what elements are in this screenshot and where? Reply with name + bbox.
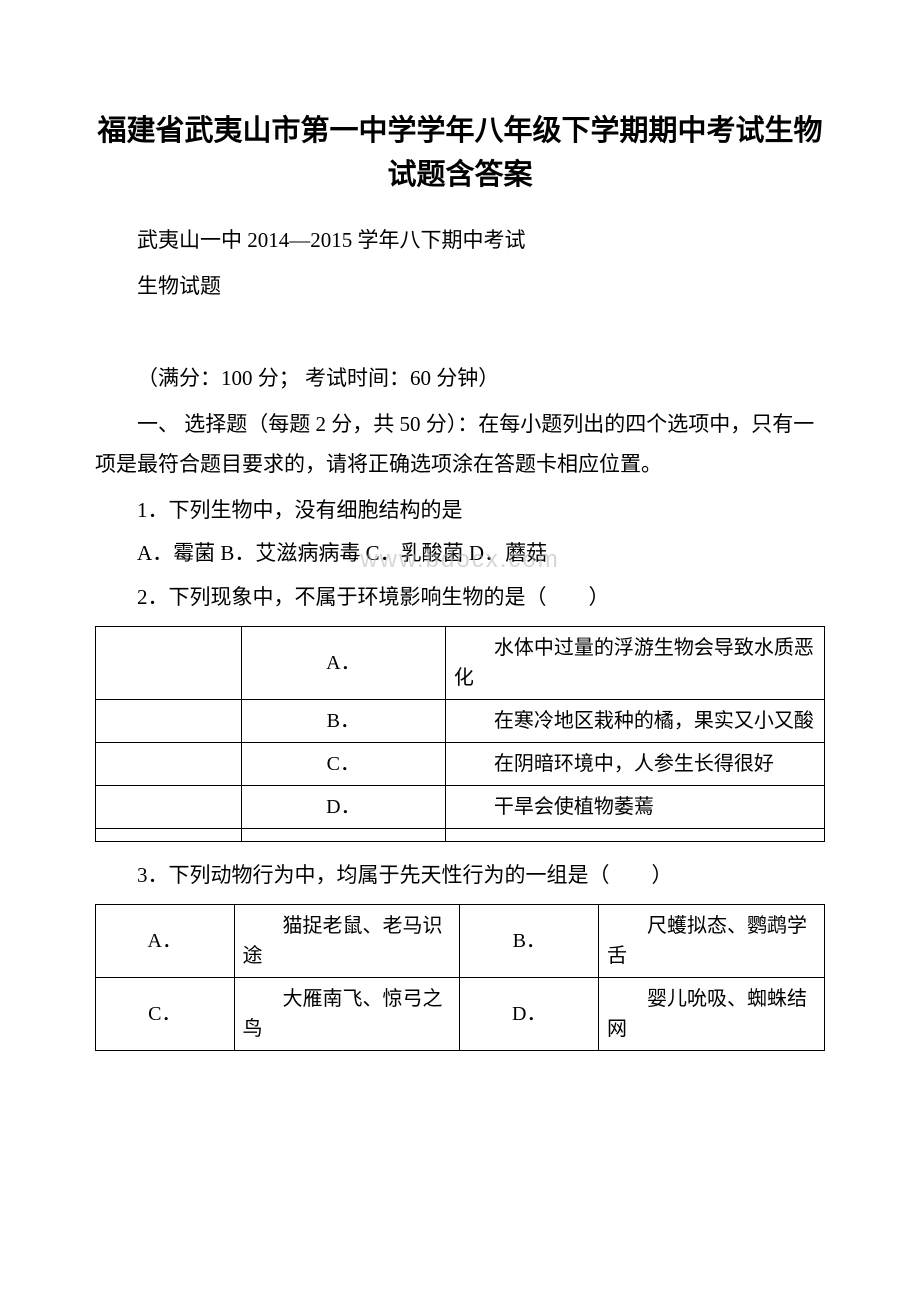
- option-text: 在阴暗环境中，人参生长得很好: [445, 743, 824, 786]
- question-2-table: A． 水体中过量的浮游生物会导致水质恶化 B． 在寒冷地区栽种的橘，果实又小又酸…: [95, 626, 825, 842]
- empty-cell: [96, 786, 242, 829]
- option-text: 在寒冷地区栽种的橘，果实又小又酸: [445, 700, 824, 743]
- empty-cell: [96, 829, 242, 842]
- table-row: B． 在寒冷地区栽种的橘，果实又小又酸: [96, 700, 825, 743]
- option-text: 婴儿吮吸、蜘蛛结网: [598, 978, 824, 1051]
- table-row: C． 大雁南飞、惊弓之鸟 D． 婴儿吮吸、蜘蛛结网: [96, 978, 825, 1051]
- empty-cell: [96, 743, 242, 786]
- option-label: A．: [96, 905, 235, 978]
- table-row: A． 水体中过量的浮游生物会导致水质恶化: [96, 627, 825, 700]
- question-3-table: A． 猫捉老鼠、老马识途 B． 尺蠖拟态、鹦鹉学舌 C． 大雁南飞、惊弓之鸟 D…: [95, 904, 825, 1051]
- table-row: D． 干旱会使植物萎蔫: [96, 786, 825, 829]
- question-3: 3．下列动物行为中，均属于先天性行为的一组是（ ）: [95, 856, 825, 896]
- table-row: A． 猫捉老鼠、老马识途 B． 尺蠖拟态、鹦鹉学舌: [96, 905, 825, 978]
- empty-cell: [241, 829, 445, 842]
- option-label: D．: [460, 978, 599, 1051]
- option-text: 大雁南飞、惊弓之鸟: [234, 978, 460, 1051]
- section-intro: 一、 选择题（每题 2 分，共 50 分）：在每小题列出的四个选项中，只有一项是…: [95, 405, 825, 485]
- empty-cell: [96, 627, 242, 700]
- exam-label: 生物试题: [95, 267, 825, 307]
- question-1: 1．下列生物中，没有细胞结构的是: [95, 491, 825, 531]
- exam-subtitle: 武夷山一中 2014—2015 学年八下期中考试: [95, 221, 825, 261]
- option-text: 猫捉老鼠、老马识途: [234, 905, 460, 978]
- option-label: A．: [241, 627, 445, 700]
- table-row: C． 在阴暗环境中，人参生长得很好: [96, 743, 825, 786]
- exam-info: （满分：100 分； 考试时间：60 分钟）: [95, 357, 825, 399]
- option-label: D．: [241, 786, 445, 829]
- empty-cell: [96, 700, 242, 743]
- table-row: [96, 829, 825, 842]
- option-label: C．: [96, 978, 235, 1051]
- option-text: 尺蠖拟态、鹦鹉学舌: [598, 905, 824, 978]
- empty-cell: [445, 829, 824, 842]
- question-1-options: A．霉菌 B．艾滋病病毒 C．乳酸菌 D．蘑菇: [95, 534, 825, 574]
- question-2: 2．下列现象中，不属于环境影响生物的是（ ）: [95, 578, 825, 618]
- option-label: C．: [241, 743, 445, 786]
- option-label: B．: [241, 700, 445, 743]
- page-title: 福建省武夷山市第一中学学年八年级下学期期中考试生物试题含答案: [95, 110, 825, 197]
- option-label: B．: [460, 905, 599, 978]
- option-text: 干旱会使植物萎蔫: [445, 786, 824, 829]
- option-text: 水体中过量的浮游生物会导致水质恶化: [445, 627, 824, 700]
